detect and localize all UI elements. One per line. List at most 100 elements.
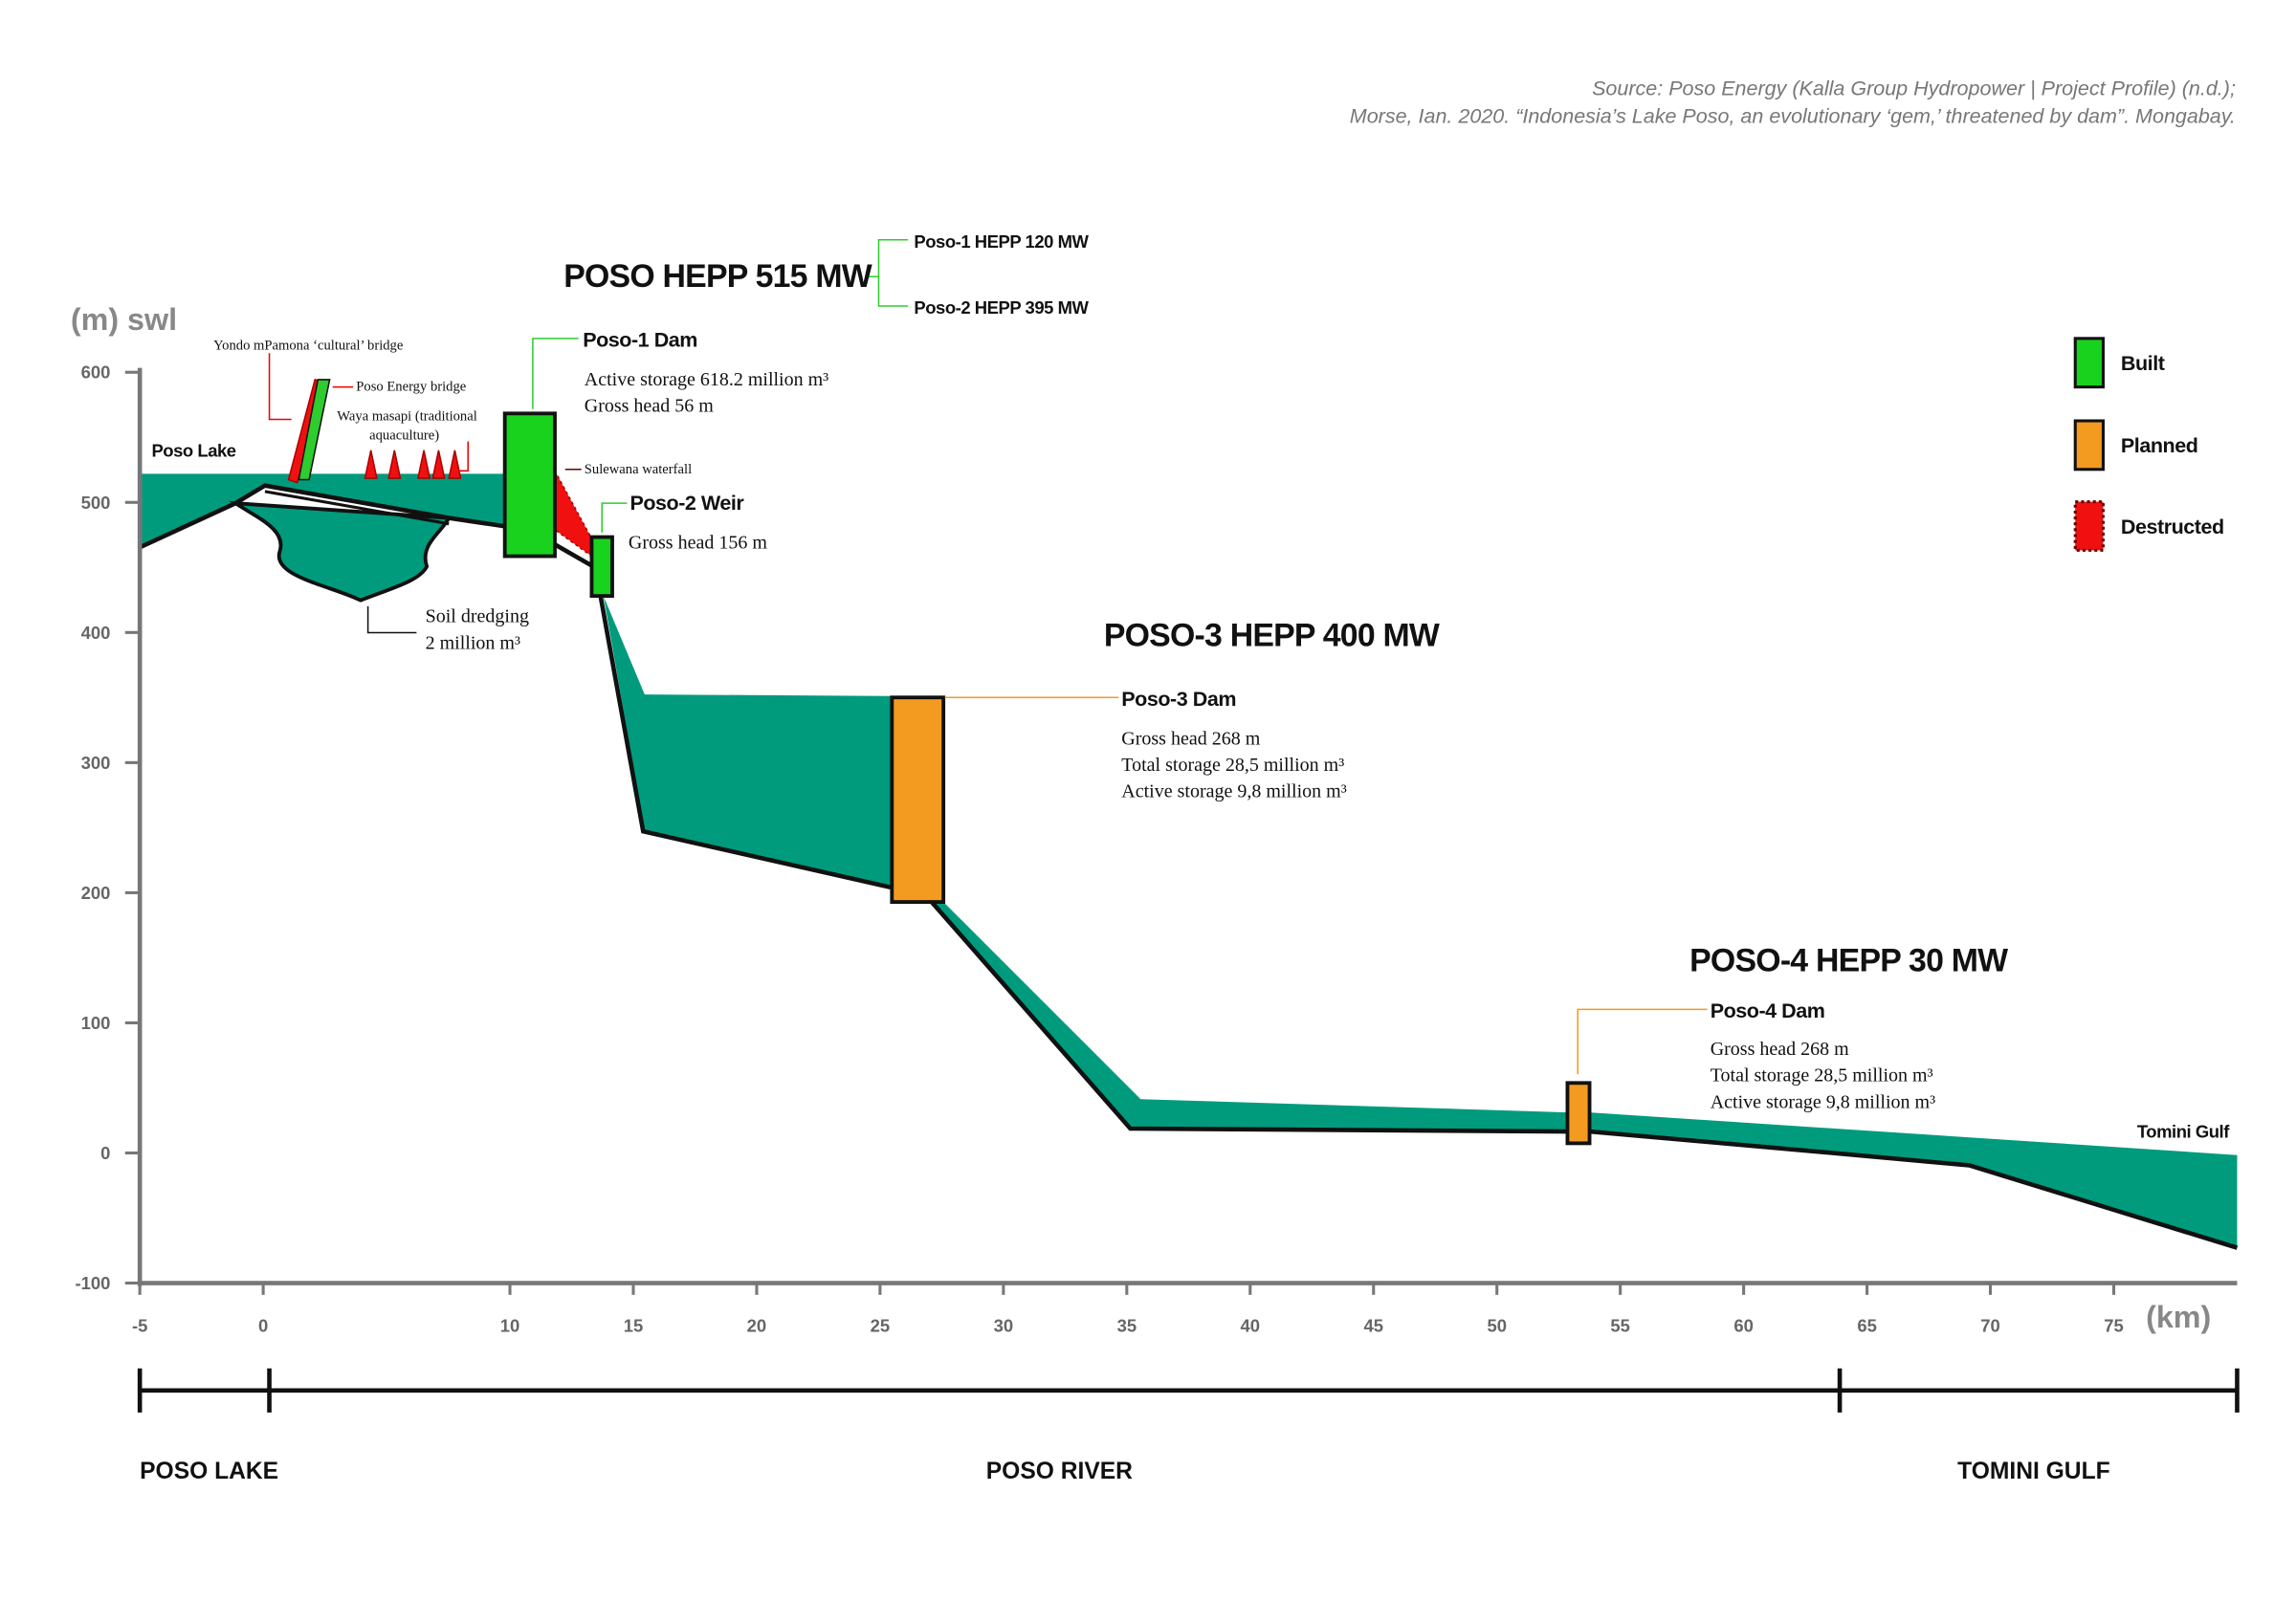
leader — [459, 441, 469, 472]
structure-name: Poso-2 Weir — [629, 492, 744, 515]
leader — [532, 338, 579, 409]
y-tick-label: 400 — [81, 623, 111, 643]
x-tick-label: 15 — [624, 1316, 644, 1336]
legend-swatch — [2073, 500, 2105, 552]
structure-detail: Gross head 156 m — [629, 533, 767, 554]
y-tick-label: 600 — [81, 362, 111, 383]
plant-title: POSO-4 HEPP 30 MW — [1689, 943, 2008, 979]
aquaculture — [448, 450, 462, 479]
y-axis-label: (m) swl — [71, 302, 177, 337]
x-tick-label: 75 — [2104, 1316, 2124, 1336]
x-tick-label: 0 — [258, 1316, 268, 1336]
waterfall — [554, 470, 593, 559]
x-tick-label: 20 — [747, 1316, 767, 1336]
structure-detail: Gross head 268 m — [1711, 1039, 1849, 1060]
leader — [868, 239, 909, 278]
structure-name: Poso-4 Dam — [1711, 999, 1825, 1022]
legend: Built Planned Destructed — [2073, 337, 2224, 552]
section-label: POSO RIVER — [986, 1459, 1133, 1484]
dredging — [229, 500, 453, 603]
structure-detail: Active storage 9,8 million m³ — [1711, 1091, 1935, 1112]
legend-label: Built — [2121, 352, 2165, 375]
source-line: Morse, Ian. 2020. “Indonesia’s Lake Poso… — [1350, 105, 2236, 128]
y-tick-label: 100 — [81, 1013, 111, 1033]
aquaculture — [431, 450, 446, 479]
feature-label: aquaculture) — [369, 428, 439, 443]
terrain — [264, 490, 450, 526]
leader — [366, 605, 417, 634]
destructed-features — [287, 378, 593, 559]
y-tick-label: 0 — [100, 1143, 110, 1163]
plant-title: POSO HEPP 515 MW — [563, 258, 872, 295]
terrain — [139, 483, 509, 550]
y-tick-label: 500 — [81, 493, 111, 513]
x-tick-label: 25 — [871, 1316, 891, 1336]
x-tick-label: -5 — [132, 1316, 147, 1336]
x-tick-label: 10 — [500, 1316, 520, 1336]
plant-unit: Poso-2 HEPP 395 MW — [914, 297, 1089, 318]
legend-label: Planned — [2121, 434, 2197, 457]
leaders — [268, 239, 1708, 1075]
feature-label: Yondo mPamona ‘cultural’ bridge — [213, 339, 403, 354]
profile — [139, 473, 2239, 1250]
y-tick-label: 200 — [81, 883, 111, 903]
x-axis-label: (km) — [2146, 1300, 2211, 1334]
source-line: Source: Poso Energy (Kalla Group Hydropo… — [1592, 77, 2236, 99]
feature-label: 2 million m³ — [426, 632, 520, 653]
leader — [877, 276, 909, 307]
place-label: Tomini Gulf — [2137, 1122, 2230, 1142]
x-tick-label: 55 — [1610, 1316, 1630, 1336]
poso2-weir — [589, 535, 614, 599]
terrain — [553, 542, 595, 569]
x-tick-label: 35 — [1117, 1316, 1137, 1336]
poso4-dam — [1565, 1081, 1592, 1146]
x-tick-label: 45 — [1363, 1316, 1383, 1336]
structure-detail: Active storage 9,8 million m³ — [1121, 781, 1346, 802]
aquaculture — [416, 450, 431, 479]
leader — [268, 353, 292, 421]
legend-swatch — [2073, 337, 2105, 389]
structure-name: Poso-1 Dam — [583, 328, 697, 351]
y-tick-label: 300 — [81, 753, 111, 773]
x-tick-label: 50 — [1487, 1316, 1507, 1336]
section-label: POSO LAKE — [140, 1459, 278, 1484]
source: Source: Poso Energy (Kalla Group Hydropo… — [1350, 77, 2236, 127]
river — [931, 902, 1568, 1132]
estuary — [1589, 1112, 2238, 1248]
x-tick-label: 70 — [1980, 1316, 2000, 1336]
y-tick-label: -100 — [75, 1273, 110, 1293]
aquaculture — [364, 450, 378, 479]
feature-label: Poso Energy bridge — [356, 380, 466, 395]
lake-water — [140, 473, 508, 548]
feature-label: Soil dredging — [426, 606, 529, 627]
plant-unit: Poso-1 HEPP 120 MW — [914, 231, 1089, 252]
poso3-dam — [890, 695, 946, 905]
energy-bridge — [298, 379, 331, 481]
aquaculture — [387, 450, 402, 479]
structure-detail: Total storage 28,5 million m³ — [1711, 1065, 1933, 1086]
poso3-reservoir — [603, 596, 891, 888]
x-tick-label: 65 — [1857, 1316, 1877, 1336]
legend-swatch — [2073, 419, 2105, 472]
structure-detail: Gross head 268 m — [1121, 728, 1260, 749]
structure-detail: Gross head 56 m — [585, 396, 714, 417]
terrain — [1589, 1129, 2239, 1250]
structure-name: Poso-3 Dam — [1121, 688, 1236, 711]
place-label: Poso Lake — [151, 440, 235, 460]
legend-label: Destructed — [2121, 516, 2224, 538]
terrain — [930, 900, 1568, 1134]
poso1-dam — [502, 411, 557, 559]
section-bar — [137, 1368, 2240, 1413]
structure-detail: Active storage 618.2 million m³ — [585, 369, 828, 390]
x-tick-label: 30 — [994, 1316, 1014, 1336]
feature-label: Waya masapi (traditional — [337, 408, 477, 424]
leader — [1577, 1008, 1708, 1075]
leader — [601, 502, 628, 533]
x-tick-label: 40 — [1241, 1316, 1261, 1336]
feature-label: Sulewana waterfall — [585, 462, 692, 477]
section-label: TOMINI GULF — [1957, 1459, 2110, 1484]
structure-detail: Total storage 28,5 million m³ — [1121, 755, 1344, 776]
plant-title: POSO-3 HEPP 400 MW — [1104, 618, 1440, 654]
x-tick-label: 60 — [1733, 1316, 1754, 1336]
